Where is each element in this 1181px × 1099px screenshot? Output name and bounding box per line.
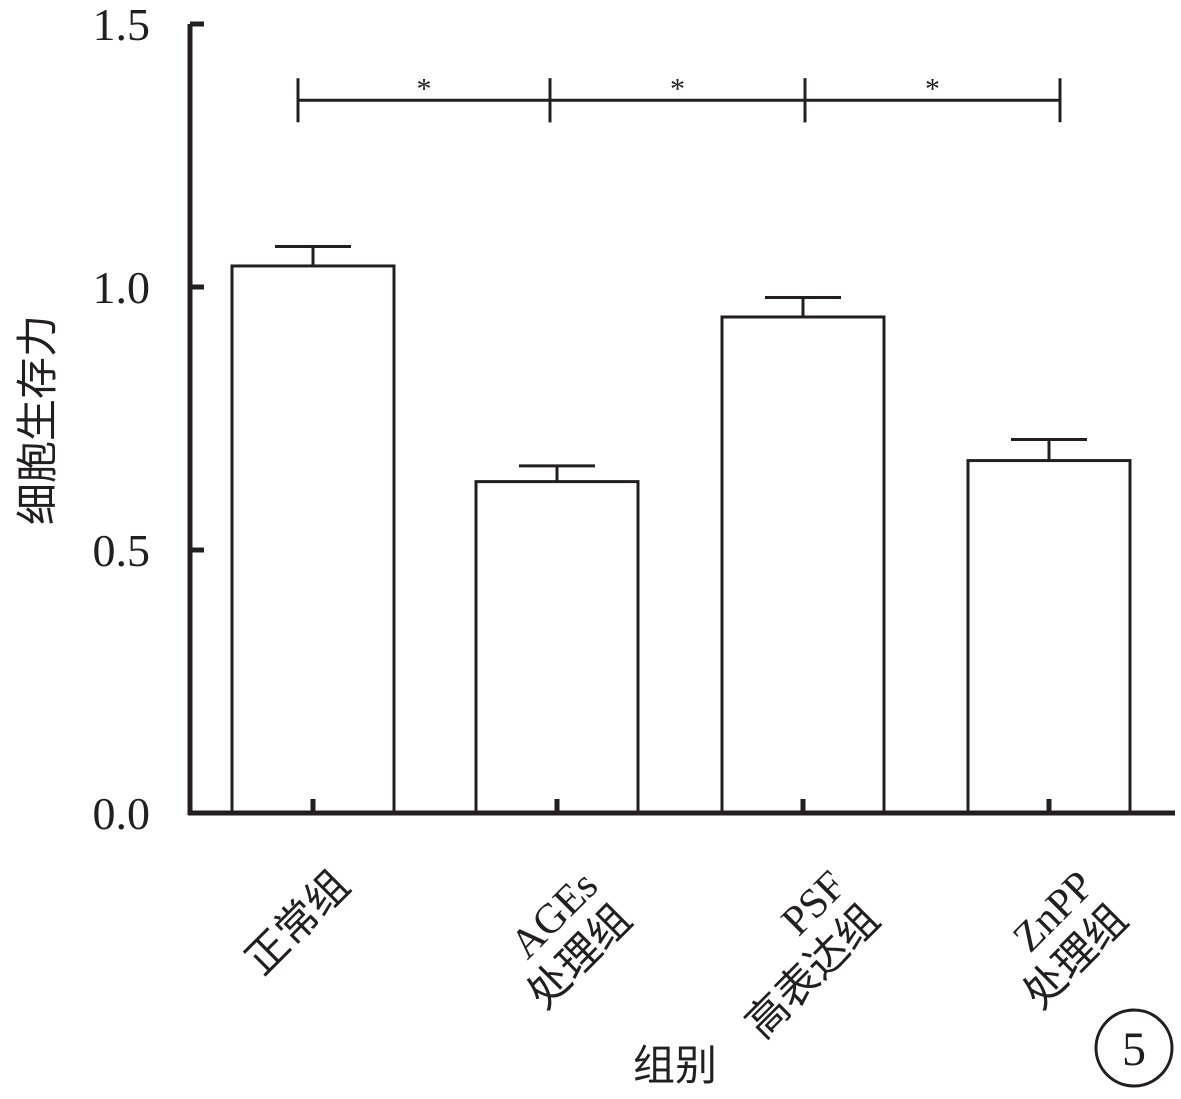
significance-marker: * <box>670 72 685 105</box>
y-axis-title: 细胞生存力 <box>13 315 62 525</box>
bar <box>720 315 886 815</box>
significance-marker: * <box>925 72 940 105</box>
y-tick-label: 0.0 <box>93 788 151 839</box>
x-category-label: 正常组 <box>237 863 359 985</box>
x-category-label-line: 正常组 <box>237 863 359 985</box>
y-tick-label: 0.5 <box>93 525 151 576</box>
y-tick-label: 1.5 <box>93 0 151 50</box>
panel-label-circle <box>1094 1008 1174 1088</box>
panel-label: 5 <box>1122 1023 1146 1076</box>
bar <box>230 264 396 815</box>
significance-marker: * <box>417 72 432 105</box>
x-axis-title: 组别 <box>633 1041 717 1090</box>
bar <box>966 459 1132 815</box>
bar <box>474 480 640 815</box>
y-tick-label: 1.0 <box>93 262 151 313</box>
